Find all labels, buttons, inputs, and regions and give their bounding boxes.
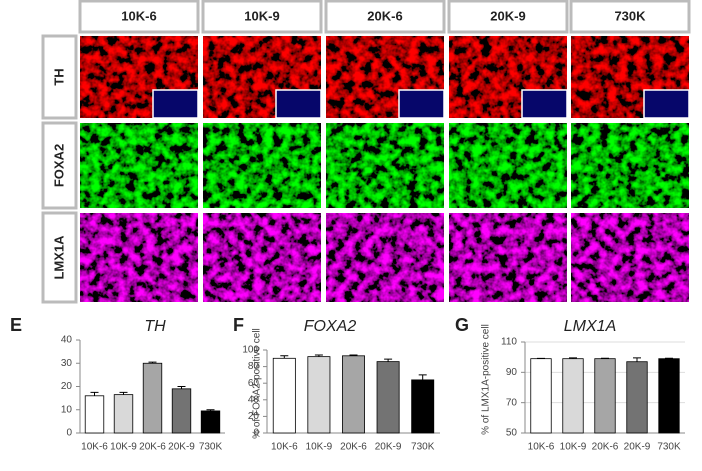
bar — [200, 410, 221, 434]
x-tick-label: 730K — [657, 442, 681, 453]
column-header-box — [201, 0, 323, 34]
chart-title: LMX1A — [564, 318, 616, 335]
bar — [171, 388, 192, 434]
micrograph — [203, 123, 321, 208]
y-tick-label: 100 — [242, 345, 259, 356]
y-tick-label: 20 — [248, 411, 260, 422]
row-label: LMX1A — [51, 235, 66, 280]
bar — [376, 361, 400, 434]
error-bar — [349, 354, 358, 356]
y-tick-label: 20 — [61, 381, 73, 392]
chart-title: FOXA2 — [304, 318, 357, 335]
y-tick-label: 80 — [248, 361, 260, 372]
bar — [84, 395, 105, 434]
nuclei-inset — [398, 89, 445, 119]
micrograph — [571, 213, 689, 302]
micrograph — [449, 123, 567, 208]
x-tick-label: 20K-9 — [624, 442, 651, 453]
micrograph — [80, 123, 198, 208]
error-bar — [314, 354, 323, 357]
micrograph — [449, 213, 567, 302]
panel-label: G — [455, 315, 469, 335]
error-bar — [384, 358, 393, 362]
bar — [272, 357, 296, 434]
x-tick-label: 20K-9 — [375, 442, 402, 453]
row-label: FOXA2 — [51, 144, 66, 187]
micrograph — [326, 213, 444, 302]
x-tick-label: 730K — [199, 442, 223, 453]
bar — [530, 358, 552, 434]
error-bar — [177, 386, 186, 389]
row-label: TH — [51, 68, 66, 85]
error-bar — [280, 355, 289, 359]
y-tick-label: 0 — [253, 428, 259, 439]
panel-label: E — [10, 315, 22, 335]
x-tick-label: 10K-6 — [81, 442, 108, 453]
y-tick-label: 30 — [61, 358, 73, 369]
x-tick-label: 20K-6 — [139, 442, 166, 453]
error-bar — [569, 357, 577, 359]
y-tick-label: 50 — [506, 428, 518, 439]
column-header-box — [447, 0, 569, 34]
column-header: 10K-9 — [244, 8, 279, 23]
y-axis-label: % of LMX1A-positive cell — [481, 324, 492, 435]
chart-title: TH — [144, 318, 166, 335]
error-bar — [633, 357, 641, 362]
y-tick-label: 60 — [248, 378, 260, 389]
x-tick-label: 10K-9 — [110, 442, 137, 453]
y-tick-label: 90 — [506, 367, 518, 378]
micrograph — [80, 213, 198, 302]
nuclei-inset — [521, 89, 568, 119]
error-bar — [206, 409, 215, 411]
error-bar — [90, 391, 99, 396]
y-tick-label: 40 — [248, 394, 260, 405]
bar — [307, 356, 331, 434]
y-tick-label: 110 — [501, 337, 517, 348]
column-header: 20K-9 — [490, 8, 525, 23]
x-tick-label: 730K — [411, 442, 435, 453]
bar — [658, 358, 680, 434]
bar — [411, 379, 435, 434]
y-tick-label: 0 — [66, 428, 72, 439]
error-bar — [418, 374, 427, 380]
column-header: 20K-6 — [367, 8, 402, 23]
x-tick-label: 20K-9 — [168, 442, 195, 453]
micrograph — [326, 123, 444, 208]
row-label-box — [41, 121, 78, 210]
row-label-box — [41, 211, 78, 304]
nuclei-inset — [275, 89, 322, 119]
column-header: 730K — [614, 8, 646, 23]
y-tick-label: 70 — [506, 397, 518, 408]
error-bar — [119, 391, 128, 395]
bar — [142, 362, 163, 434]
y-tick-label: 10 — [61, 404, 73, 415]
nuclei-inset — [152, 89, 199, 119]
x-tick-label: 20K-6 — [592, 442, 619, 453]
micrograph — [571, 123, 689, 208]
panel-label: F — [233, 315, 244, 335]
micrograph — [203, 213, 321, 302]
x-tick-label: 10K-6 — [528, 442, 555, 453]
bar — [626, 361, 648, 434]
column-header-box — [78, 0, 200, 34]
column-header-box — [324, 0, 446, 34]
error-bar — [148, 361, 157, 364]
x-tick-label: 10K-9 — [560, 442, 587, 453]
y-tick-label: 40 — [61, 335, 73, 346]
bar — [342, 355, 365, 434]
x-tick-label: 20K-6 — [340, 442, 367, 453]
bar — [113, 394, 134, 434]
y-axis-label: % of FOXA2-positive cell — [252, 328, 263, 439]
column-header-box — [569, 0, 691, 34]
nuclei-inset — [643, 89, 690, 119]
x-tick-label: 10K-6 — [271, 442, 298, 453]
bar — [594, 358, 616, 434]
bar — [562, 358, 584, 434]
column-header: 10K-6 — [121, 8, 156, 23]
x-tick-label: 10K-9 — [306, 442, 333, 453]
row-label-box — [41, 34, 78, 120]
